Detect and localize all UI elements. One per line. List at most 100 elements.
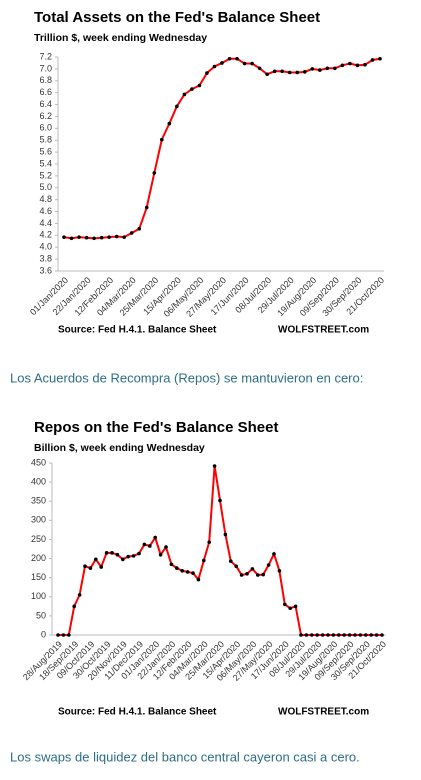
y-tick-label: 200 xyxy=(31,553,46,563)
data-point xyxy=(242,61,247,66)
data-point xyxy=(261,572,266,577)
data-point xyxy=(288,606,293,611)
y-tick-label: 6.4 xyxy=(39,99,52,109)
data-point xyxy=(257,66,262,71)
data-point xyxy=(190,87,194,91)
data-line xyxy=(63,57,381,240)
data-point xyxy=(202,558,206,563)
y-tick-label: 5.4 xyxy=(39,158,52,168)
data-point xyxy=(114,234,119,239)
data-point xyxy=(99,565,103,569)
data-point xyxy=(167,121,172,126)
data-point xyxy=(283,602,287,607)
data-point xyxy=(229,559,233,564)
y-tick-label: 4.6 xyxy=(39,206,52,216)
data-point xyxy=(212,64,217,69)
data-point xyxy=(115,552,120,557)
data-point xyxy=(318,68,322,72)
y-tick-label: 6.6 xyxy=(39,87,52,97)
data-point xyxy=(142,542,147,547)
data-point xyxy=(153,535,157,540)
y-tick-label: 4.2 xyxy=(39,230,52,240)
data-point xyxy=(72,604,76,609)
data-point xyxy=(191,571,195,575)
source: Source: Fed H.4.1. Balance Sheet xyxy=(58,325,217,336)
data-point xyxy=(337,633,341,637)
data-point xyxy=(333,66,337,71)
y-tick-label: 4.8 xyxy=(39,194,52,204)
y-tick-label: 3.8 xyxy=(39,253,52,263)
data-point xyxy=(144,205,149,210)
data-point xyxy=(99,235,104,240)
data-point xyxy=(250,61,254,66)
data-point xyxy=(310,633,314,637)
data-point xyxy=(364,633,368,637)
data-point xyxy=(94,557,98,562)
data-point xyxy=(126,554,130,559)
data-point xyxy=(56,633,60,637)
data-point xyxy=(340,63,345,68)
data-point xyxy=(227,56,232,61)
data-point xyxy=(84,235,89,240)
data-point xyxy=(374,633,379,637)
data-point xyxy=(164,545,168,549)
y-tick-label: 350 xyxy=(31,496,46,506)
data-point xyxy=(182,92,187,97)
data-point xyxy=(131,554,136,558)
data-point xyxy=(310,67,315,71)
chart-subtitle: Trillion $, week ending Wednesday xyxy=(34,32,207,44)
data-point xyxy=(272,552,276,556)
y-tick-label: 5.0 xyxy=(39,182,52,192)
chart-subtitle: Billion $, week ending Wednesday xyxy=(34,442,205,454)
data-point xyxy=(110,551,114,555)
data-point xyxy=(277,568,282,573)
data-point xyxy=(348,61,352,66)
data-point xyxy=(369,633,374,637)
data-point xyxy=(265,72,269,77)
data-line xyxy=(58,465,382,636)
data-point xyxy=(239,573,244,577)
data-point xyxy=(326,633,330,637)
data-point xyxy=(107,235,111,239)
data-point xyxy=(148,544,152,548)
data-point xyxy=(88,566,93,570)
chart-title: Total Assets on the Fed's Balance Sheet xyxy=(34,9,320,26)
y-tick-label: 4.0 xyxy=(39,242,52,252)
data-point xyxy=(175,566,179,570)
y-tick-label: 7.0 xyxy=(39,63,52,73)
data-point xyxy=(325,66,330,71)
caption: Los Acuerdos de Recompra (Repos) se mant… xyxy=(10,370,363,385)
data-point xyxy=(295,70,300,75)
data-point xyxy=(370,58,375,62)
data-point xyxy=(250,567,255,571)
data-point xyxy=(67,633,71,637)
data-point xyxy=(320,633,325,637)
data-point xyxy=(137,551,141,556)
y-tick-label: 250 xyxy=(31,534,46,544)
data-point xyxy=(207,540,211,544)
caption: Los swaps de liquidez del banco central … xyxy=(10,749,360,764)
data-point xyxy=(235,56,239,61)
data-point xyxy=(169,562,174,567)
y-tick-label: 5.8 xyxy=(39,135,52,145)
data-point xyxy=(220,61,224,65)
data-point xyxy=(302,70,307,74)
data-point xyxy=(122,235,126,239)
data-point xyxy=(158,552,163,557)
source: Source: Fed H.4.1. Balance Sheet xyxy=(58,707,217,718)
y-tick-label: 50 xyxy=(36,610,46,620)
data-point xyxy=(358,633,363,637)
data-point xyxy=(137,226,142,231)
data-point xyxy=(342,633,347,637)
data-point xyxy=(266,563,271,567)
y-tick-label: 7.2 xyxy=(39,51,52,61)
data-point xyxy=(363,62,367,67)
data-point xyxy=(185,570,190,574)
data-point xyxy=(83,564,87,568)
data-point xyxy=(61,633,66,637)
data-point xyxy=(92,236,96,241)
data-point xyxy=(331,633,336,637)
data-point xyxy=(234,564,238,568)
data-point xyxy=(223,532,228,537)
